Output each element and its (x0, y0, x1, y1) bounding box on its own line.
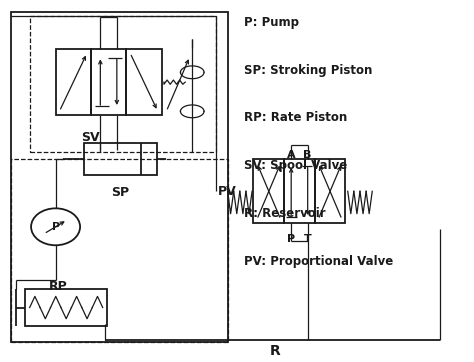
Text: R: Reservoir: R: Reservoir (244, 207, 326, 220)
Bar (315, 159, 346, 223)
Text: PV: Proportional Valve: PV: Proportional Valve (244, 255, 393, 268)
Text: R: R (269, 344, 280, 358)
Bar (30, 16, 216, 152)
Bar (55, 49, 91, 115)
Bar (284, 159, 315, 223)
Text: SP: SP (111, 186, 129, 199)
Text: RP: RP (48, 280, 67, 293)
Bar (254, 159, 284, 223)
Bar (11, 12, 228, 342)
Text: A: A (287, 151, 295, 160)
Text: P: P (52, 222, 60, 232)
Text: P: P (287, 234, 295, 244)
Text: PV: PV (218, 185, 237, 198)
Bar (25, 289, 108, 326)
Bar (91, 49, 126, 115)
Text: SV: Spool Valve: SV: Spool Valve (244, 159, 347, 172)
Text: SP: Stroking Piston: SP: Stroking Piston (244, 63, 373, 76)
Bar (126, 49, 162, 115)
Text: SV: SV (82, 131, 100, 144)
Text: T: T (304, 234, 311, 244)
Bar (84, 143, 157, 175)
Text: RP: Rate Piston: RP: Rate Piston (244, 111, 347, 125)
Bar (11, 159, 228, 342)
Text: P: Pump: P: Pump (244, 16, 299, 29)
Text: B: B (303, 151, 312, 160)
